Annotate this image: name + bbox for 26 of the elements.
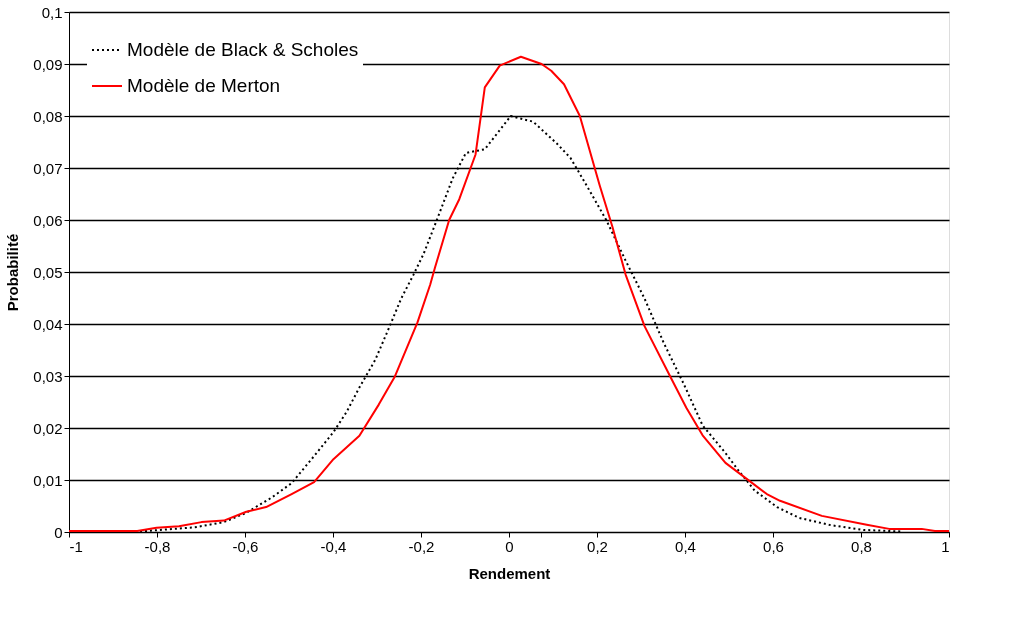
- y-tick-label: 0: [54, 523, 63, 541]
- legend-label: Modèle de Black & Scholes: [127, 39, 359, 60]
- x-tick-label: -0,2: [408, 537, 435, 555]
- y-tick-label: 0,04: [33, 315, 63, 333]
- x-tick-label: 1: [941, 537, 950, 555]
- x-tick-label: 0: [505, 537, 514, 555]
- x-tick-label: -0,8: [144, 537, 171, 555]
- y-tick-label: 0,02: [33, 419, 63, 437]
- y-tick-label: 0,1: [41, 3, 63, 21]
- x-tick-label: -0,6: [232, 537, 259, 555]
- y-tick-label: 0,01: [33, 471, 63, 489]
- x-tick-label: 0,2: [587, 537, 608, 555]
- y-axis-title: Probabilité: [4, 233, 22, 312]
- x-axis-title: Rendement: [468, 564, 551, 582]
- y-tick-label: 0,08: [33, 107, 63, 125]
- x-tick-label: 0,6: [763, 537, 784, 555]
- y-tick-label: 0,05: [33, 263, 63, 281]
- y-tick-label: 0,07: [33, 159, 63, 177]
- x-tick-label: -1: [69, 537, 83, 555]
- legend-label: Modèle de Merton: [127, 75, 281, 96]
- y-tick-label: 0,06: [33, 211, 63, 229]
- x-tick-label: -0,4: [320, 537, 347, 555]
- x-tick-label: 0,8: [851, 537, 872, 555]
- x-tick-label: 0,4: [675, 537, 696, 555]
- y-tick-label: 0,09: [33, 55, 63, 73]
- y-tick-label: 0,03: [33, 367, 63, 385]
